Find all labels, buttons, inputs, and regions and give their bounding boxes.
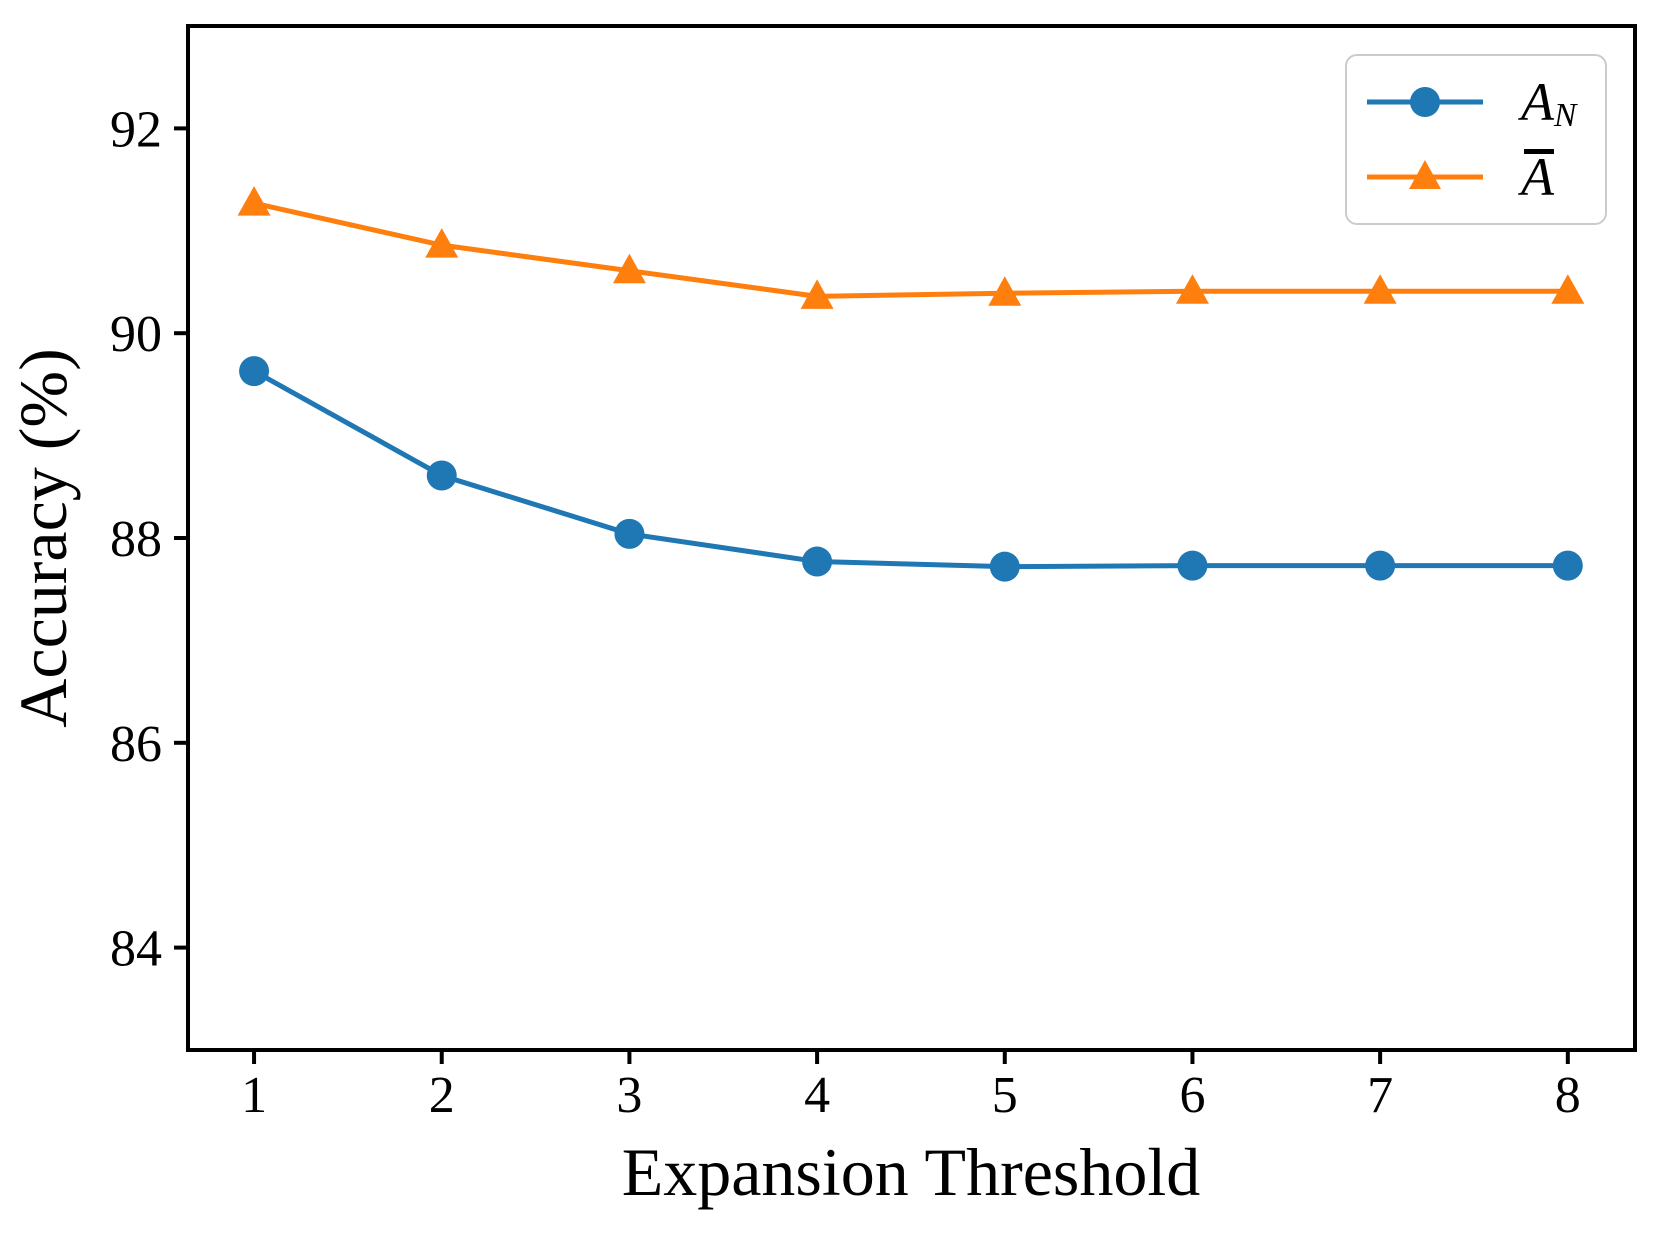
data-point-A_N (614, 518, 645, 549)
x-tick-label: 6 (1179, 1067, 1205, 1124)
x-tick-label: 4 (804, 1067, 830, 1124)
y-tick-label: 90 (110, 306, 162, 363)
x-tick-label: 5 (992, 1067, 1018, 1124)
x-axis-label: Expansion Threshold (622, 1134, 1201, 1210)
legend-label-an: AN (1521, 71, 1577, 134)
legend: AN A (1345, 54, 1607, 225)
x-tick-label: 3 (616, 1067, 642, 1124)
data-point-A_bar (800, 279, 834, 309)
data-point-A_bar (1551, 274, 1585, 304)
y-tick-label: 88 (110, 511, 162, 568)
data-point-A_N (1177, 550, 1208, 581)
data-point-A_N (239, 356, 270, 387)
y-axis-label: Accuracy (%) (5, 348, 81, 727)
y-tick-label: 84 (110, 921, 162, 978)
y-tick-label: 92 (110, 101, 162, 158)
x-tick-label: 2 (429, 1067, 455, 1124)
data-point-A_bar (237, 186, 271, 216)
data-point-A_N (1552, 550, 1583, 581)
data-point-A_bar (1175, 274, 1209, 304)
data-point-A_bar (612, 253, 646, 284)
data-point-A_bar (1363, 274, 1397, 304)
data-point-A_N (1365, 550, 1396, 581)
series-line-A_bar (251, 200, 1571, 299)
data-point-A_N (989, 551, 1020, 582)
data-point-A_bar (425, 228, 459, 258)
legend-line-circle-icon (1367, 86, 1483, 117)
axis-ticks: 1 2 3 4 5 6 7 8 84 86 88 90 92 (110, 101, 1581, 1124)
series-line-A_N (251, 368, 1571, 570)
legend-line-triangle-icon (1367, 160, 1483, 190)
data-point-A_bar (988, 276, 1022, 306)
data-point-A_N (426, 460, 457, 491)
x-tick-label: 1 (241, 1067, 267, 1124)
x-tick-label: 7 (1367, 1067, 1393, 1124)
y-tick-label: 86 (110, 716, 162, 773)
x-tick-label: 8 (1555, 1067, 1581, 1124)
legend-label-abar: A (1521, 147, 1554, 208)
legend-item-abar: A (1365, 141, 1605, 213)
data-series (237, 186, 1585, 582)
data-point-A_N (802, 546, 833, 577)
legend-item-an: AN (1365, 66, 1605, 138)
